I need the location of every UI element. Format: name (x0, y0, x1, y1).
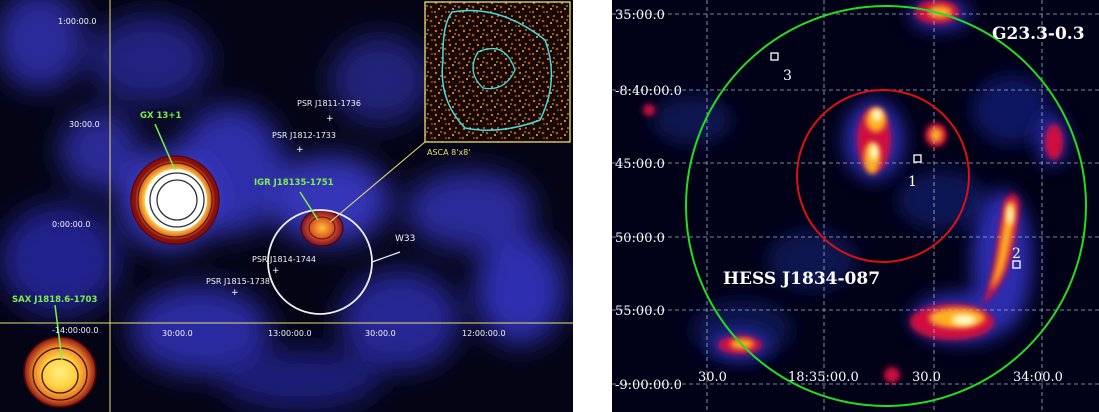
right-x-label-4: 34:00.0 (1013, 370, 1063, 385)
right-y-label-1: 35:00.0 (615, 8, 665, 23)
left-y-label-3: 0:00:00.0 (52, 220, 90, 229)
right-panel-gamma-map: G23.3-0.3 HESS J1834-087 1 2 3 35:00.0 -… (612, 0, 1099, 412)
igr-source (300, 209, 344, 247)
inset-label: ASCA 8'x8' (427, 148, 470, 157)
gamma-emission (643, 0, 1067, 383)
marker-square-2 (1012, 260, 1021, 269)
right-y-label-6: -9:00:00.0 (615, 378, 682, 393)
gx-pointer (154, 123, 176, 171)
left-map-svg: + + + + 1:00:00.0 30:00.0 0:00:00.0 -14:… (0, 0, 573, 412)
right-x-label-1: 30.0 (698, 370, 727, 385)
marker-square-3 (770, 52, 779, 61)
inset-connector (329, 141, 426, 223)
psr-label-3: PSR J1814-1744 (252, 255, 316, 264)
asca-inset (424, 1, 571, 143)
psr-label-2: PSR J1812-1733 (272, 131, 336, 140)
hess-source-label: HESS J1834-087 (723, 269, 880, 289)
w33-pointer (371, 251, 401, 263)
hess-source-circle (796, 89, 970, 263)
right-x-label-2: 18:35:00.0 (788, 370, 859, 385)
coordinate-grid (612, 0, 1099, 412)
sax-source (23, 336, 97, 408)
remnant-title: G23.3-0.3 (992, 24, 1085, 44)
sax-label: SAX J1818.6-1703 (12, 295, 97, 305)
right-x-label-3: 30.0 (912, 370, 941, 385)
left-x-label-3: 30:00.0 (365, 329, 396, 338)
left-x-label-2: 13:00:00.0 (268, 329, 312, 338)
left-y-label-1: 1:00:00.0 (58, 17, 96, 26)
marker-label-2: 2 (1012, 246, 1021, 262)
psr-cross-2: + (296, 145, 304, 155)
left-panel-xray-map: + + + + 1:00:00.0 30:00.0 0:00:00.0 -14:… (0, 0, 573, 412)
psr-cross-4: + (231, 288, 239, 298)
right-y-label-5: 55:00.0 (615, 304, 665, 319)
right-y-label-4: 50:00.0 (615, 231, 665, 246)
marker-square-1 (913, 154, 922, 163)
right-y-label-3: 45:00.0 (615, 157, 665, 172)
gx-label: GX 13+1 (140, 111, 181, 121)
w33-label: W33 (395, 234, 415, 244)
gx13-source (130, 155, 220, 245)
psr-cross-3: + (272, 266, 280, 276)
left-x-label-4: 12:00:00.0 (462, 329, 506, 338)
left-y-label-4: -14:00:00.0 (52, 326, 98, 335)
igr-pointer (299, 191, 319, 221)
igr-label: IGR J18135-1751 (254, 178, 334, 188)
psr-cross-1: + (326, 114, 334, 124)
psr-label-1: PSR J1811-1736 (297, 99, 361, 108)
right-map-svg: G23.3-0.3 HESS J1834-087 1 2 3 35:00.0 -… (612, 0, 1099, 412)
g23-remnant-circle (685, 5, 1087, 407)
sax-pointer (54, 304, 63, 361)
right-y-label-2: -8:40:00.0 (615, 84, 682, 99)
left-x-label-1: 30:00.0 (162, 329, 193, 338)
left-y-label-2: 30:00.0 (69, 120, 100, 129)
marker-label-1: 1 (908, 174, 917, 190)
marker-label-3: 3 (783, 68, 792, 84)
pulsar-markers: + + + + (231, 114, 334, 298)
psr-label-4: PSR J1815-1738 (206, 277, 270, 286)
